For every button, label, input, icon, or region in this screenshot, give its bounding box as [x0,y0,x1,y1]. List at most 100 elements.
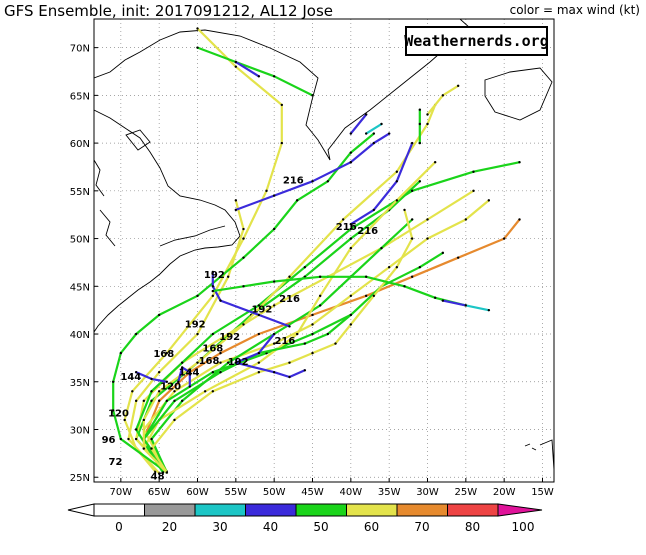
track-point [211,332,215,336]
track-point [487,308,491,312]
track-point [173,418,176,422]
ensemble-track [123,27,283,473]
lat-tick-label: 25N [70,473,90,484]
colorbar: 0 20 30 40 50 60 70 80 100 [67,503,543,534]
track-point [395,170,399,173]
track-point [441,94,445,97]
track-point [131,390,134,393]
lon-tick-label: 35W [378,487,401,498]
track-point [257,313,261,317]
lon-tick-label: 25W [455,487,478,498]
track-point [518,160,521,164]
track-point [272,304,276,307]
track-point [150,437,153,441]
track-point [318,294,322,298]
track-point [180,361,184,364]
track-point [134,332,138,336]
ensemble-track [234,161,352,211]
ensemble-track [234,332,306,379]
colorbar-segment [346,503,398,517]
track-point [364,132,368,135]
track-point [288,325,291,328]
ensemble-track [426,84,460,116]
track-point [288,361,291,364]
forecast-hour-label: 216 [357,226,378,237]
track-point [188,371,192,374]
forecast-hour-label: 144 [120,372,141,383]
ensemble-track [127,199,245,475]
track-point [334,342,337,345]
track-point [364,113,368,116]
forecast-hour-label: 120 [160,382,181,393]
ensemble-track [441,299,467,307]
track-point [161,471,165,474]
track-point [219,371,222,374]
forecast-hour-label: 216 [274,336,295,347]
track-point [418,180,422,183]
track-point [150,390,153,393]
colorbar-segment [194,503,246,517]
track-point [372,294,376,298]
track-point [441,299,445,302]
ensemble-track [142,251,444,474]
forecast-hour-label: 96 [102,435,116,446]
track-point [142,418,146,422]
track-point [265,189,268,193]
track-point [196,361,199,364]
lon-tick-label: 20W [493,487,516,498]
track-point [387,132,391,135]
track-point [433,296,437,299]
track-point [157,472,161,475]
track-point [380,246,383,250]
track-point [349,237,353,240]
track-point [395,180,399,183]
forecast-hour-label: 216 [336,222,357,233]
track-point [426,218,429,221]
track-point [226,275,230,278]
track-point [165,380,169,383]
track-point [410,275,414,278]
colorbar-high-arrow [497,503,543,517]
track-point [318,304,322,307]
forecast-hour-label: 48 [151,471,165,482]
track-point [395,266,399,269]
track-point [150,399,153,403]
track-point [410,141,414,145]
track-point [464,218,468,221]
track-point [311,94,314,97]
colorbar-segment [93,503,145,517]
ensemble-track [349,113,368,135]
track-point [242,256,245,259]
ensemble-track [349,142,414,226]
track-point [234,361,238,364]
track-point [418,141,422,145]
track-point [142,447,146,450]
track-point [173,399,176,403]
track-point [211,371,215,374]
track-point [426,237,429,240]
track-point [257,361,261,364]
track-point [364,275,368,278]
forecast-hour-label: 192 [185,320,206,331]
track-point [311,351,314,355]
lon-tick-label: 30W [416,487,439,498]
track-point [311,180,314,183]
colorbar-low-arrow [67,503,95,517]
track-point [150,447,153,450]
track-point [464,304,468,307]
forecast-hour-label: 72 [109,457,123,468]
track-point [211,289,215,293]
track-point [288,375,291,379]
track-point [372,141,376,145]
track-point [211,390,215,393]
lon-tick-label: 70W [110,487,133,498]
track-point [196,332,199,336]
track-point [303,369,307,372]
track-point [295,332,299,336]
lat-tick-label: 50N [70,235,90,246]
track-point [349,151,353,154]
ensemble-track [177,366,191,388]
watermark-logo: Weathernerds.org [404,26,549,56]
